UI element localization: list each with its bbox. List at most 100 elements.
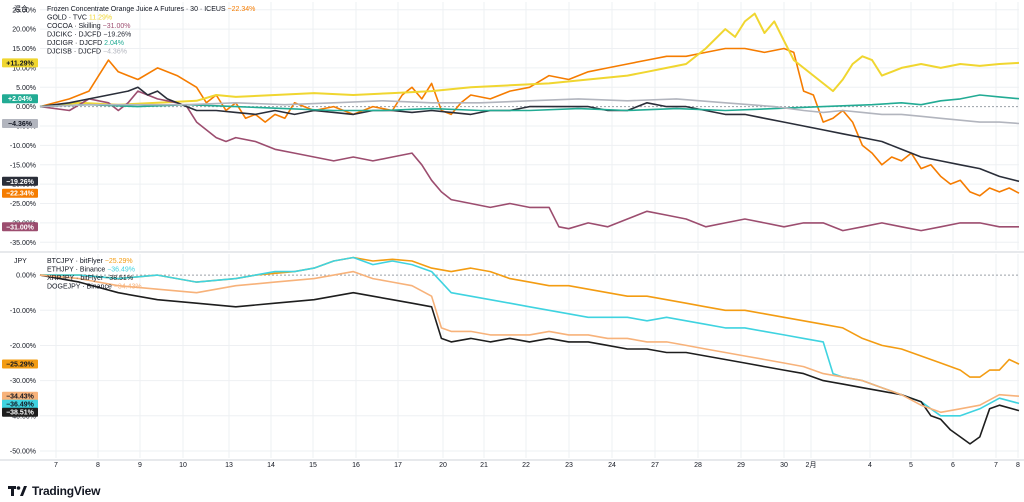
x-tick-label: 29	[737, 462, 745, 469]
y-tick-label: 15.00%	[12, 46, 36, 53]
x-tick-label: 16	[352, 462, 360, 469]
legend-entry: BTCJPY · bitFlyer −25.29%	[47, 258, 133, 265]
y-tick-label: -10.00%	[10, 143, 36, 150]
legend-series-change: 2.04%	[104, 40, 124, 47]
x-tick-label: 21	[480, 462, 488, 469]
y-tick-label: -30.00%	[10, 378, 36, 385]
x-tick-label: 7	[54, 462, 58, 469]
tradingview-logo-icon	[8, 486, 27, 496]
last-value-badge-text: +11.29%	[6, 60, 34, 67]
y-tick-label: -20.00%	[10, 343, 36, 350]
legend-entry: DJCISB · DJCFD −4.36%	[47, 49, 127, 56]
last-value-badge	[2, 407, 38, 417]
legend-series-name: DJCIGR · DJCFD	[47, 40, 104, 47]
legend-series-name: DJCISB · DJCFD	[47, 49, 103, 56]
last-value-badge	[2, 94, 38, 104]
last-value-badge-text: −25.29%	[6, 362, 35, 369]
legend-series-change: −38.51%	[105, 275, 133, 282]
last-value-badge-text: −22.34%	[6, 191, 35, 198]
x-tick-label: 17	[394, 462, 402, 469]
x-tick-label: 30	[780, 462, 788, 469]
scale-label: 混合	[14, 4, 28, 13]
legend-entry: DJCIKC · DJCFD −19.26%	[47, 32, 131, 39]
legend-series-change: −34.43%	[114, 284, 142, 291]
legend-series-change: −22.34%	[228, 6, 256, 13]
last-value-badge	[2, 391, 38, 401]
y-tick-label: -40.00%	[10, 413, 36, 420]
x-tick-label: 28	[694, 462, 702, 469]
y-tick-label: 0.00%	[16, 273, 36, 280]
y-tick-label: -15.00%	[10, 162, 36, 169]
x-tick-label: 7	[994, 462, 998, 469]
series-line	[39, 94, 1020, 112]
series-line	[39, 270, 1020, 414]
series-line	[39, 98, 1020, 125]
y-tick-label: 0.00%	[16, 104, 36, 111]
last-value-badge	[2, 188, 38, 198]
legend-series-change: −4.36%	[103, 49, 127, 56]
last-value-badge	[2, 58, 38, 68]
legend-entry: ETHJPY · Binance −36.49%	[47, 267, 135, 274]
x-tick-label: 23	[565, 462, 573, 469]
x-tick-label: 27	[651, 462, 659, 469]
legend-entry: DOGEJPY · Binance −34.43%	[47, 284, 142, 291]
legend-series-name: Frozen Concentrate Orange Juice A Future…	[47, 6, 228, 13]
legend-series-change: −31.00%	[103, 23, 131, 30]
legend-series-name: ETHJPY · Binance	[47, 267, 107, 274]
series-line	[39, 12, 1020, 108]
y-tick-label: 5.00%	[16, 85, 36, 92]
x-tick-label: 8	[1016, 462, 1020, 469]
last-value-badge-text: −36.49%	[6, 402, 35, 409]
legend-entry: COCOA · Skilling −31.00%	[47, 23, 130, 30]
x-tick-label: 24	[608, 462, 616, 469]
last-value-badge-text: +2.04%	[8, 96, 33, 103]
y-tick-label: 20.00%	[12, 27, 36, 34]
legend-entry: XRPJPY · bitFlyer −38.51%	[47, 275, 133, 282]
last-value-badge-text: −31.00%	[6, 224, 35, 231]
y-tick-label: -25.00%	[10, 201, 36, 208]
brand-name: TradingView	[32, 484, 101, 498]
y-tick-label: -10.00%	[10, 308, 36, 315]
x-tick-label: 14	[267, 462, 275, 469]
last-value-badge-text: −4.36%	[8, 121, 33, 128]
last-value-badge	[2, 176, 38, 186]
x-tick-label: 8	[96, 462, 100, 469]
x-tick-label: 22	[522, 462, 530, 469]
series-line	[39, 47, 1020, 197]
x-tick-label: 20	[439, 462, 447, 469]
y-tick-label: -35.00%	[10, 240, 36, 247]
legend-series-change: −36.49%	[107, 267, 135, 274]
last-value-badge	[2, 359, 38, 369]
legend-series-name: BTCJPY · bitFlyer	[47, 258, 105, 265]
x-tick-label: 13	[225, 462, 233, 469]
legend-entry: Frozen Concentrate Orange Juice A Future…	[47, 6, 255, 13]
y-tick-label: 25.00%	[12, 7, 36, 14]
legend-series-name: DOGEJPY · Binance	[47, 284, 114, 291]
last-value-badge-text: −19.26%	[6, 179, 35, 186]
y-tick-label: 10.00%	[12, 65, 36, 72]
legend-series-name: DJCIKC · DJCFD	[47, 32, 103, 39]
legend-entry: DJCIGR · DJCFD 2.04%	[47, 40, 124, 47]
legend-series-name: XRPJPY · bitFlyer	[47, 275, 105, 282]
last-value-badge	[2, 222, 38, 232]
legend-series-name: COCOA · Skilling	[47, 23, 103, 30]
last-value-badge	[2, 119, 38, 129]
last-value-badge-text: −34.43%	[6, 394, 35, 401]
x-tick-label: 4	[868, 462, 872, 469]
x-tick-label: 5	[909, 462, 913, 469]
legend-series-name: GOLD · TVC	[47, 15, 89, 22]
scale-label: JPY	[14, 258, 27, 265]
legend-series-change: −25.29%	[105, 258, 133, 265]
legend-series-change: 11.29%	[89, 15, 112, 22]
x-tick-label: 10	[179, 462, 187, 469]
series-line	[39, 274, 1020, 445]
y-tick-label: -50.00%	[10, 448, 36, 455]
x-tick-label: 2月	[806, 461, 817, 469]
last-value-badge	[2, 399, 38, 409]
x-tick-label: 9	[138, 462, 142, 469]
legend-entry: GOLD · TVC 11.29%	[47, 15, 112, 22]
x-tick-label: 6	[951, 462, 955, 469]
tradingview-brand[interactable]: TradingView	[8, 484, 100, 498]
